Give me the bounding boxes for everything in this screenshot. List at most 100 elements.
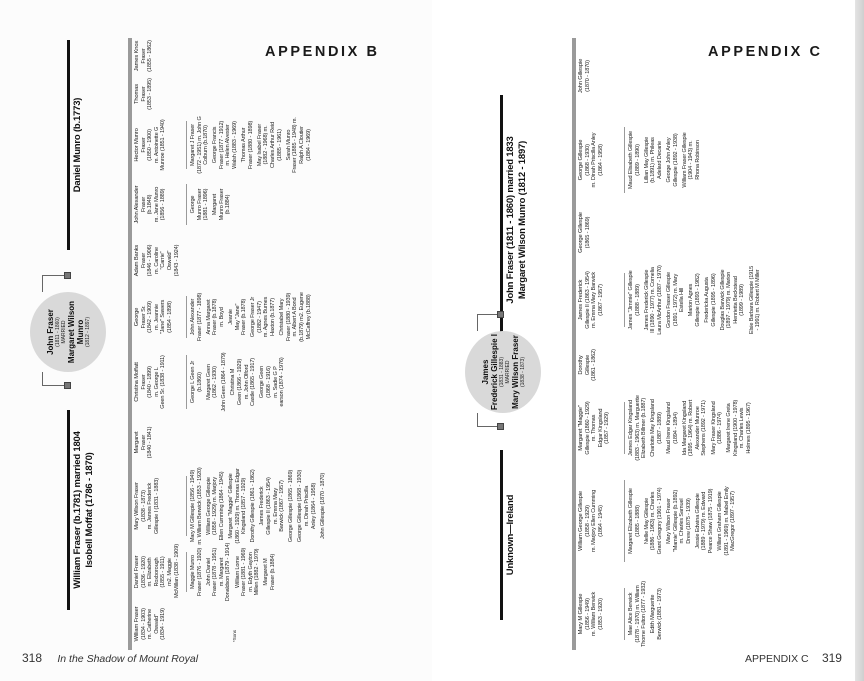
grandchild-line: William Graham Gillespie — [717, 491, 724, 551]
grandchild-line: Dorothy Gillespie (1861 - 1862) — [250, 469, 257, 543]
child-entry: Thomas Fraser (1853 - 1895) — [134, 76, 154, 112]
grandchild-line: Ida Margaret Kingsland — [681, 400, 688, 456]
grandchild-entry: William Fraser Gillespie (1904 - 1943) m.… — [682, 113, 702, 207]
family-tree-chart: Unknown—Ireland John Fraser (1811 - 1860)… — [455, 38, 785, 650]
child-entry: George Gillespie (1868 - 1930) m. Dinah Pr… — [578, 117, 604, 203]
child-entry: Christina Moffatt Fraser (1840 - 1899) m. G… — [134, 346, 167, 418]
grandchild-entry: George L Geen Jr (b.1860) — [190, 342, 203, 422]
grandchild-line: Alexander Munroe — [694, 406, 701, 450]
child-entry: James Knox Fraser (1855 - 1862) — [134, 38, 154, 74]
grandchild-line: (1899 - 1989) — [739, 284, 746, 316]
child-entry: Mary M Gillespie (1856 - 1949) m. William … — [578, 580, 604, 648]
couple-circle: John Fraser (1811 - 1860) MARRIED Margaret … — [30, 292, 106, 372]
grandchild-entry: George Francis Fraser (1877 - 1912) m. Hel… — [212, 110, 238, 180]
grandchild-entry: Elsie Barbara Gillespie (1915- 1991) m. … — [749, 260, 762, 340]
grandchild-line: James Edgar Kingsland — [628, 400, 634, 456]
child-line: (1843 - 1924) — [173, 244, 180, 277]
grandchild-line: Maud Irene Kingsland — [665, 402, 672, 454]
grandchildren-list: Mary M Gillespie (1856 - 1949) m. William… — [190, 463, 329, 549]
grandchild-line: (1891 - 1972) m. Mary — [672, 273, 679, 327]
grandchild-line: Mary Wilson Fraser — [665, 498, 672, 544]
grandchild-entry: Gordon Fraser Gillespie (1891 - 1972) m. … — [666, 260, 686, 340]
grandchild-line: May Isabel Fraser — [256, 123, 263, 167]
grandchildren-separator — [186, 183, 187, 226]
grandchild-line: Geen (1866 - 1929) — [237, 358, 244, 406]
grandchildren-list: Margaret Elizabeth Gillespie (1885 - 1888… — [628, 463, 739, 579]
grandchild-entry: John Geen (1864 - 1879) — [221, 342, 228, 422]
child-line: George — [134, 307, 140, 327]
child-line: (1865 - 1869) — [584, 216, 591, 249]
grandchild-line: "Mamie" Gillespie (b.1892) — [672, 489, 679, 553]
grandchild-line: John Geen (1864 - 1879) — [221, 352, 228, 412]
grandchildren-separator — [186, 552, 187, 592]
child-line: John Alexander — [134, 185, 140, 224]
child-line: (1858 - 1929) — [584, 505, 591, 537]
grandchild-line: Fraser (b.1884) — [270, 553, 277, 591]
grandchild-line: (1883 - 1963) m. Marguerite — [634, 395, 641, 461]
grandchild-line: m. Charles Lewis — [739, 407, 746, 449]
page-edge — [855, 0, 864, 681]
grandchild-line: Jeanie — [227, 309, 234, 325]
paternal-bar — [500, 450, 503, 620]
grandchild-entry: George Munro Fraser (1881 - 1896) — [190, 173, 210, 236]
grandchild-line: (1886 - 1974) — [717, 412, 724, 444]
grandchild-entry: Charlotte May Kingsland (1887 - 1889) — [650, 390, 663, 466]
child-line: (1870 - 1870) — [584, 60, 591, 92]
grandchild-line: William George Gillespie — [205, 477, 212, 535]
child-line: (1864 - 1945) — [597, 505, 604, 537]
grandchild-entry: George John Anley Gillespie (1892 - 1938) — [666, 113, 679, 207]
grandchild-line: Fraser (1877 - 1898) — [196, 292, 203, 342]
grandchild-line: (b.1879) m2. Eugene — [298, 292, 305, 342]
grandchild-line: Millen (1882 - 1979) — [254, 548, 261, 596]
wife-dates: (1812 - 1897) — [84, 316, 91, 348]
grandchild-line: Lillian May Gillespie — [643, 136, 650, 184]
grandchild-line: Stephens (1892 - 1971) — [701, 400, 708, 456]
child-line: (1867 - 1957) — [597, 284, 604, 316]
child-line: m. Elizabeth — [147, 557, 154, 587]
grandchild-entry: Maggie Munro Fraser (1876 - 1920) — [190, 542, 203, 602]
grandchild-entry: Anna Margaret Fraser (b.1878) m. Boyd — [206, 285, 226, 349]
running-title: In the Shadow of Mount Royal — [57, 653, 199, 665]
grandchild-line: Haxton (b.1877) — [270, 298, 277, 336]
grandchild-entry: Maud Elisabeth Gillespie (1889 - 1890) — [628, 113, 641, 207]
wife-name: Mary Wilson Fraser — [510, 335, 520, 409]
grandchild-entry: Margaret Munro Fraser (b.1884) — [212, 173, 232, 236]
child-line: m. Jane Munro — [153, 186, 160, 223]
grandchild-line: Berwick (1881 - 1973) — [656, 588, 663, 640]
grandchild-entry: William Graham Gillespie (1891 - 1969) m.… — [717, 463, 737, 579]
grandchild-line: John Gillespie (1870 - 1870) — [319, 472, 326, 540]
grandchild-line: (1860 - 1929) m. Thomas Edgar — [234, 468, 241, 544]
grandchild-line: Drew (1875 - 1939) — [685, 498, 692, 544]
grandchild-line: Fraser (1876 - 1920) — [196, 547, 203, 597]
maternal-parents: Daniel Munro (b.1773) — [72, 40, 84, 250]
child-line: Thomas — [134, 83, 140, 105]
grandchild-entry: Thomas Arthur Fraser (1880 - 1898) — [241, 110, 254, 180]
grandchildren-list: Margaret J Fraser (1872 - 1951) m. John G… — [190, 110, 315, 180]
child-entry: Hector Munro Fraser (1850 - 1900) m. Antoin… — [134, 114, 167, 176]
child-line: (1853 - 1920) — [597, 598, 604, 630]
child-line: Gillespie (1860 - 1929) — [584, 401, 591, 455]
child-line: (1855 - 1911) — [160, 556, 167, 588]
grandchild-line: (1868 - 1916) — [265, 366, 272, 398]
connector-square — [64, 272, 71, 279]
parent-name: Isobell Moffat (1786 - 1870) — [84, 452, 95, 568]
grandchild-line: Marion Agnes — [688, 283, 695, 317]
grandchildren-list: George L Geen Jr (b.1860) Margaret Geen (18… — [190, 342, 288, 422]
child-line: (1856 - 1889) — [160, 188, 167, 221]
child-line: Mary Wilson Fraser — [134, 482, 140, 530]
grandchild-line: Fraser (1880 - 1898) — [247, 120, 254, 170]
maternal-parents: John Fraser (1811 - 1860) married 1833 Ma… — [505, 95, 529, 345]
grandchildren-list: George Munro Fraser (1881 - 1896) Margaret M… — [190, 173, 235, 236]
child-line: (1855 - 1862) — [147, 40, 154, 72]
child-line: Roxborough — [153, 557, 160, 587]
grandchildren-separator — [186, 295, 187, 339]
grandchild-entry: Mae Alice Berwick (1878 - 1970) m. Willia… — [628, 576, 648, 652]
grandchildren-list: John Alexander Fraser (1877 - 1898) Anna M… — [190, 285, 315, 349]
grandchild-line: m. Helen Alvester — [225, 124, 232, 166]
grandchild-entry: John Gillespie (1870 - 1870) — [320, 463, 327, 549]
child-line: (1853 - 1895) — [147, 78, 154, 110]
grandchild-line: Adelard Decarie — [656, 141, 663, 179]
child-entry: Dorothy Gillespie (1861 - 1862) — [578, 340, 598, 390]
grandchild-entry: Christina M Geen (1866 - 1929) m. John Olf… — [230, 342, 256, 422]
grandchild-line: May "Jane" — [234, 303, 241, 331]
